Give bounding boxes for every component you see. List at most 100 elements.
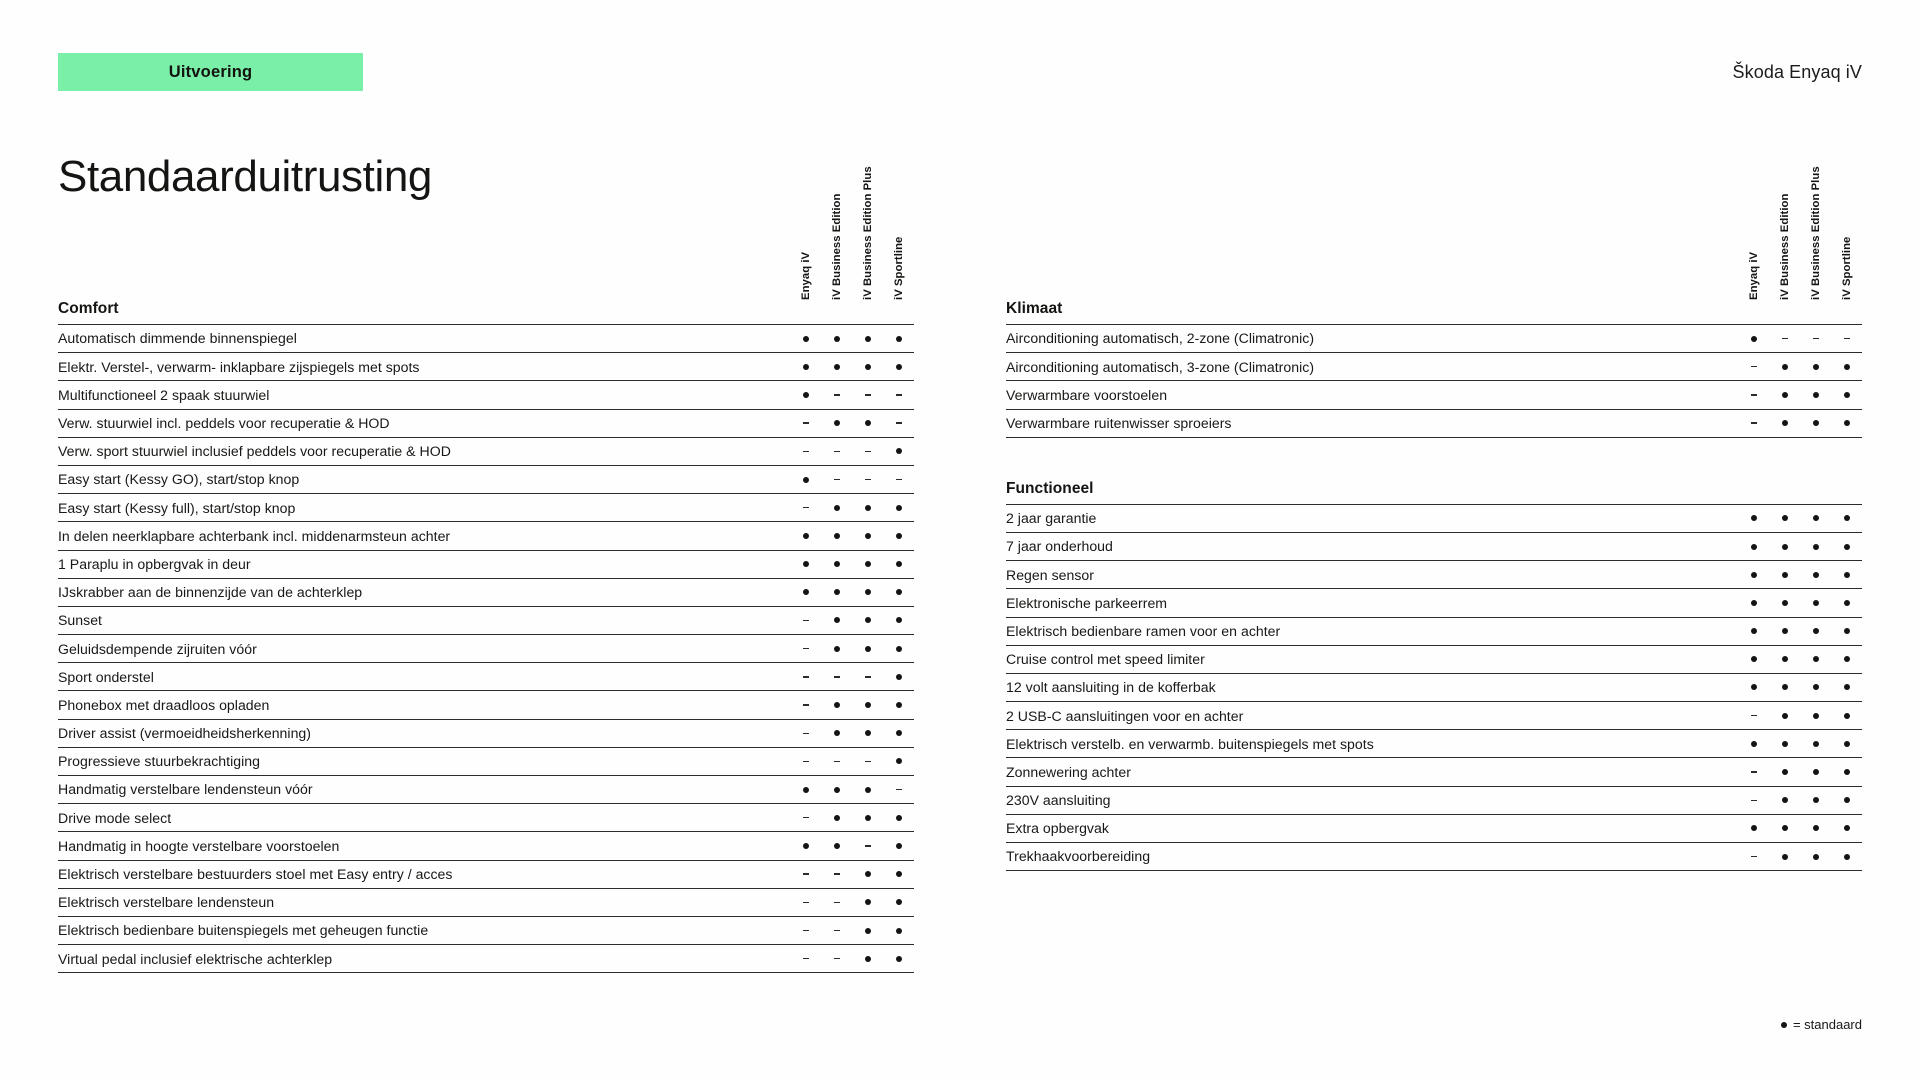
standard-dot-icon xyxy=(852,324,883,352)
right-column-header-label: Enyaq iV xyxy=(1747,251,1760,300)
feature-label: Verwarmbare voorstoelen xyxy=(1006,380,1738,408)
availability-marks xyxy=(790,775,914,803)
standard-dot-icon xyxy=(790,380,821,408)
table-row: 2 USB-C aansluitingen voor en achter xyxy=(1006,701,1862,729)
standard-dot-icon xyxy=(852,634,883,662)
availability-marks xyxy=(790,634,914,662)
feature-label: Easy start (Kessy full), start/stop knop xyxy=(58,493,790,521)
table-row: Handmatig in hoogte verstelbare voorstoe… xyxy=(58,831,914,859)
standard-dot-icon xyxy=(1769,531,1800,560)
table-row: Extra opbergvak xyxy=(1006,813,1862,842)
section-badge-label: Uitvoering xyxy=(168,62,253,81)
spec-section-title: Klimaat xyxy=(1006,300,1063,317)
standard-dot-icon xyxy=(883,831,914,859)
not-available-dash-icon xyxy=(821,859,852,888)
spec-section: Comfort Automatisch dimmende binnenspiege… xyxy=(58,300,914,974)
standard-dot-icon xyxy=(852,690,883,718)
table-row: Trekhaakvoorbereiding xyxy=(1006,842,1862,870)
availability-marks xyxy=(1738,616,1862,645)
feature-label: Extra opbergvak xyxy=(1006,813,1738,842)
not-available-dash-icon xyxy=(790,803,821,831)
standard-dot-icon xyxy=(852,718,883,747)
not-available-dash-icon xyxy=(790,915,821,944)
standard-dot-icon xyxy=(852,605,883,634)
standard-dot-icon xyxy=(883,324,914,352)
standard-dot-icon xyxy=(1831,352,1862,380)
availability-marks xyxy=(790,662,914,690)
availability-marks xyxy=(790,324,914,352)
table-row: Automatisch dimmende binnenspiegel xyxy=(58,324,914,352)
not-available-dash-icon xyxy=(1831,324,1862,352)
standard-dot-icon xyxy=(821,605,852,634)
feature-label: Drive mode select xyxy=(58,803,790,831)
spec-table: 2 jaar garantie 7 jaar onderhoud Regen sen… xyxy=(1006,503,1862,872)
standard-dot-icon xyxy=(1800,616,1831,645)
standard-dot-icon xyxy=(1769,701,1800,729)
left-column-header-0: Enyaq iV xyxy=(790,160,821,300)
availability-marks xyxy=(790,690,914,718)
not-available-dash-icon xyxy=(852,831,883,859)
standard-dot-icon xyxy=(1800,644,1831,673)
availability-marks xyxy=(1738,352,1862,380)
standard-dot-icon xyxy=(1831,757,1862,785)
availability-marks xyxy=(790,718,914,747)
not-available-dash-icon xyxy=(883,380,914,408)
table-row: Verw. sport stuurwiel inclusief peddels … xyxy=(58,436,914,465)
standard-dot-icon xyxy=(1800,588,1831,616)
feature-label: Verwarmbare ruitenwisser sproeiers xyxy=(1006,408,1738,437)
standard-dot-icon xyxy=(883,690,914,718)
feature-label: Virtual pedal inclusief elektrische acht… xyxy=(58,944,790,972)
standard-dot-icon xyxy=(852,521,883,549)
spec-section: Klimaat Airconditioning automatisch, 2-zo… xyxy=(1006,300,1862,438)
standard-dot-icon xyxy=(1769,785,1800,814)
table-row: Airconditioning automatisch, 2-zone (Cli… xyxy=(1006,324,1862,352)
not-available-dash-icon xyxy=(883,464,914,493)
left-column: Enyaq iV iV Business Edition iV Business E… xyxy=(58,160,914,974)
table-row: IJskrabber aan de binnenzijde van de ach… xyxy=(58,577,914,606)
standard-dot-icon xyxy=(1800,380,1831,408)
standard-dot-icon xyxy=(852,944,883,972)
standard-dot-icon xyxy=(1831,672,1862,701)
standard-dot-icon xyxy=(1738,672,1769,701)
standard-dot-icon xyxy=(1831,588,1862,616)
table-row: Verw. stuurwiel incl. peddels voor recup… xyxy=(58,408,914,437)
content-columns: Enyaq iV iV Business Edition iV Business E… xyxy=(58,160,1862,974)
table-row: Elektrisch verstelbare lendensteun xyxy=(58,887,914,916)
not-available-dash-icon xyxy=(1800,324,1831,352)
standard-dot-icon xyxy=(1769,380,1800,408)
not-available-dash-icon xyxy=(790,408,821,437)
standard-dot-icon xyxy=(852,408,883,437)
not-available-dash-icon xyxy=(821,746,852,775)
standard-dot-icon xyxy=(1738,644,1769,673)
standard-dot-icon xyxy=(1769,842,1800,870)
not-available-dash-icon xyxy=(790,944,821,972)
feature-label: 230V aansluiting xyxy=(1006,785,1738,814)
standard-dot-icon xyxy=(1738,503,1769,532)
not-available-dash-icon xyxy=(790,634,821,662)
standard-dot-icon xyxy=(790,549,821,578)
left-column-header-label: iV Sportline xyxy=(892,236,905,300)
standard-dot-icon xyxy=(821,775,852,803)
feature-label: Airconditioning automatisch, 3-zone (Cli… xyxy=(1006,352,1738,380)
not-available-dash-icon xyxy=(821,887,852,916)
table-row: Easy start (Kessy GO), start/stop knop xyxy=(58,464,914,493)
legend-standard-dot-icon xyxy=(1780,1021,1787,1028)
standard-dot-icon xyxy=(1738,531,1769,560)
not-available-dash-icon xyxy=(790,436,821,465)
spec-table: Airconditioning automatisch, 2-zone (Cli… xyxy=(1006,324,1862,438)
availability-marks xyxy=(790,746,914,775)
feature-label: Handmatig verstelbare lendensteun vóór xyxy=(58,775,790,803)
standard-dot-icon xyxy=(821,549,852,578)
legend-text: = standaard xyxy=(1792,1017,1862,1032)
feature-label: Elektrisch bedienbare ramen voor en acht… xyxy=(1006,616,1738,645)
standard-dot-icon xyxy=(852,775,883,803)
spec-section-title: Functioneel xyxy=(1006,479,1094,497)
feature-label: Driver assist (vermoeidheidsherkenning) xyxy=(58,718,790,747)
availability-marks xyxy=(1738,785,1862,814)
table-row: Drive mode select xyxy=(58,803,914,831)
spec-table: Automatisch dimmende binnenspiegel Elektr… xyxy=(58,324,914,974)
feature-label: Elektrisch verstelbare lendensteun xyxy=(58,887,790,916)
standard-dot-icon xyxy=(883,887,914,916)
left-column-header-label: iV Business Edition xyxy=(830,193,843,300)
standard-dot-icon xyxy=(883,915,914,944)
